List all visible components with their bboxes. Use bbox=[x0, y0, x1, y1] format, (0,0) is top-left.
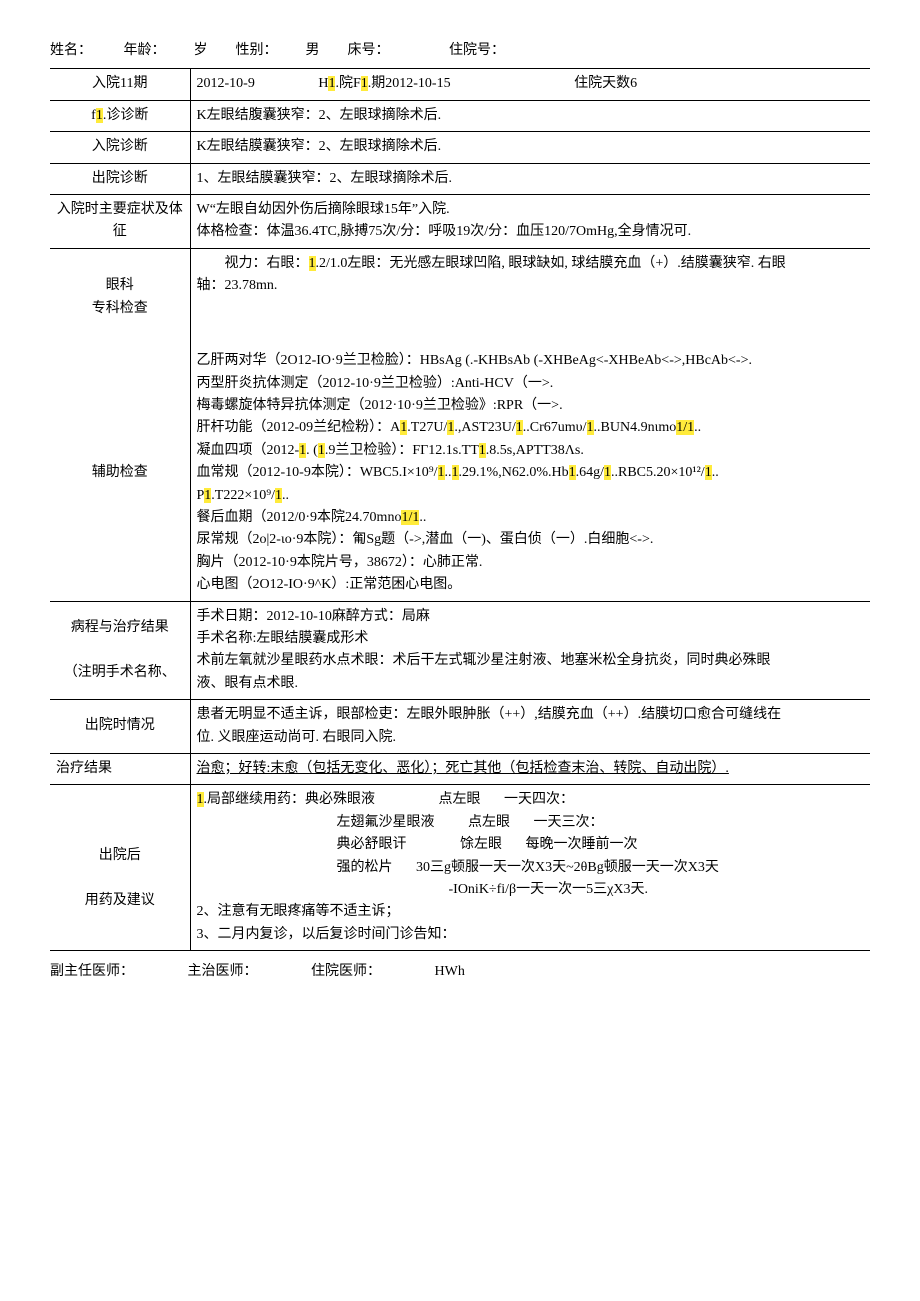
post-discharge-row: 出院后 用药及建议 1.局部继续用药：典必殊眼液 点左眼 一天四次： 左翅氟沙星… bbox=[50, 785, 870, 951]
name-label: 姓名： bbox=[50, 43, 92, 58]
attending-doctor-label: 主治医师： bbox=[188, 964, 258, 979]
eye-exam-row: 眼科 专科检查 视力：右眼：1.2/1.0左眼：无光感左眼球凹陷, 眼球缺如, … bbox=[50, 248, 870, 346]
clinic-dx-value: K左眼结腹囊狭窄：2、左眼球摘除术后. bbox=[190, 100, 870, 131]
clinic-dx-row: f1.诊诊断 K左眼结腹囊狭窄：2、左眼球摘除术后. bbox=[50, 100, 870, 131]
hospno-label: 住院号： bbox=[449, 43, 505, 58]
signature-value: HWh bbox=[435, 964, 465, 979]
symptoms-row: 入院时主要症状及体 征 W“左眼自幼因外伤后摘除眼球15年”入院. 体格检查：体… bbox=[50, 194, 870, 248]
signature-footer: 副主任医师： 主治医师： 住院医师： HWh bbox=[50, 961, 870, 983]
deputy-doctor-label: 副主任医师： bbox=[50, 964, 134, 979]
aux-exam-row: 辅助检查 乙肝两对华（2O12-IO·9兰卫检脸）：HBsAg (.-KHBsA… bbox=[50, 346, 870, 601]
treatment-result-label: 治疗结果 bbox=[50, 753, 190, 784]
course-row: 病程与治疗结果 （注明手术名称、 手术日期：2012-10-10麻醉方式：局麻 … bbox=[50, 601, 870, 700]
discharge-dx-label: 出院诊断 bbox=[50, 163, 190, 194]
aux-exam-label: 辅助检查 bbox=[50, 346, 190, 601]
record-table: 入院11期 2012-10-9 H1.院F1.期2012-10-15 住院天数6… bbox=[50, 68, 870, 951]
gender-label: 性别： bbox=[236, 43, 278, 58]
admit-dx-row: 入院诊断 K左眼结膜囊狭窄：2、左眼球摘除术后. bbox=[50, 132, 870, 163]
resident-doctor-label: 住院医师： bbox=[311, 964, 381, 979]
patient-header: 姓名： 年龄：岁性别：男床号： 住院号： bbox=[50, 40, 870, 62]
discharge-dx-value: 1、左眼结膜囊狭窄：2、左眼球摘除术后. bbox=[190, 163, 870, 194]
admit-dx-value: K左眼结膜囊狭窄：2、左眼球摘除术后. bbox=[190, 132, 870, 163]
discharge-dx-row: 出院诊断 1、左眼结膜囊狭窄：2、左眼球摘除术后. bbox=[50, 163, 870, 194]
treatment-result-value: 治愈；好转:末愈（包括无变化、恶化）；死亡其他（包括检查末治、转院、自动出院）. bbox=[190, 753, 870, 784]
discharge-status-row: 出院时情况 患者无明显不适主诉，眼部检吏：左眼外眼肿胀（++）,结膜充血（++）… bbox=[50, 700, 870, 754]
admit-dx-label: 入院诊断 bbox=[50, 132, 190, 163]
admission-date-row: 入院11期 2012-10-9 H1.院F1.期2012-10-15 住院天数6 bbox=[50, 69, 870, 100]
age-label: 年龄： bbox=[124, 43, 166, 58]
admission-date-label: 入院11期 bbox=[50, 69, 190, 100]
treatment-result-row: 治疗结果 治愈；好转:末愈（包括无变化、恶化）；死亡其他（包括检查末治、转院、自… bbox=[50, 753, 870, 784]
bed-label: 床号： bbox=[348, 43, 390, 58]
discharge-status-label: 出院时情况 bbox=[50, 700, 190, 754]
